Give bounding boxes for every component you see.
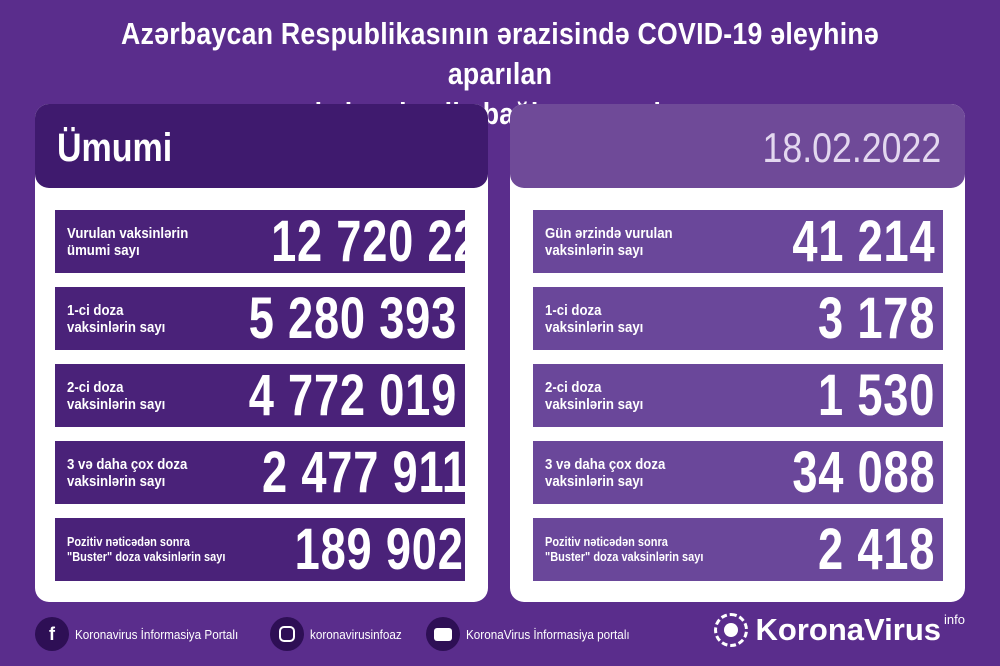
stat-label: Gün ərzində vurulan vaksinlərin sayı xyxy=(545,224,673,259)
daily-header: 18.02.2022 xyxy=(510,104,965,188)
date: 18.02.2022 xyxy=(762,124,941,171)
stat-row: Pozitiv nəticədən sonra "Buster" doza vak… xyxy=(533,517,943,582)
facebook-icon: f xyxy=(35,617,69,651)
stat-value: 34 088 xyxy=(791,440,935,505)
stat-value: 1 530 xyxy=(817,363,935,428)
footer: f Koronavirus İnformasiya Portalı koronav… xyxy=(35,612,965,656)
stat-label: Pozitiv nəticədən sonra "Buster" doza vak… xyxy=(545,534,704,564)
instagram-icon xyxy=(270,617,305,651)
stat-label: 1-ci doza vaksinlərin sayı xyxy=(545,301,644,336)
stat-label: 2-ci doza vaksinlərin sayı xyxy=(67,378,166,413)
stat-label: 2-ci doza vaksinlərin sayı xyxy=(545,378,644,413)
stat-value: 2 418 xyxy=(817,517,935,582)
stat-row: Vurulan vaksinlərin ümumi sayı 12 720 225 xyxy=(55,209,488,274)
stat-row: 1-ci doza vaksinlərin sayı 5 280 393 xyxy=(55,286,465,351)
virus-logo-icon xyxy=(713,613,748,647)
total-panel: Ümumi Vurulan vaksinlərin ümumi sayı 12 72… xyxy=(35,104,488,602)
stat-label: Pozitiv nəticədən sonra "Buster" doza vak… xyxy=(67,534,226,564)
stat-row: 3 və daha çox doza vaksinlərin sayı 2 477 … xyxy=(55,440,468,505)
youtube-link[interactable]: KoronaVirus İnformasiya portalı xyxy=(426,617,648,651)
stat-row: 1-ci doza vaksinlərin sayı 3 178 xyxy=(533,286,943,351)
stat-row: 3 və daha çox doza vaksinlərin sayı 34 088 xyxy=(533,440,943,505)
stat-value: 2 477 911 xyxy=(261,440,468,505)
stat-value: 4 772 019 xyxy=(248,363,457,428)
daily-panel: 18.02.2022 Gün ərzində vurulan vaksinləri… xyxy=(510,104,965,602)
youtube-icon xyxy=(426,617,461,651)
stat-value: 5 280 393 xyxy=(248,286,457,351)
stat-label: 3 və daha çox doza vaksinlərin sayı xyxy=(545,455,666,490)
instagram-link[interactable]: koronavirusinfoaz xyxy=(270,617,412,651)
stat-value: 3 178 xyxy=(817,286,935,351)
stat-row: Gün ərzində vurulan vaksinlərin sayı 41 21… xyxy=(533,209,943,274)
stat-label: Vurulan vaksinlərin ümumi sayı xyxy=(67,224,189,259)
total-header: Ümumi xyxy=(35,104,488,188)
brand-logo: KoronaVirus info xyxy=(713,612,965,648)
stat-label: 1-ci doza vaksinlərin sayı xyxy=(67,301,166,336)
stat-value: 41 214 xyxy=(791,209,935,274)
facebook-link[interactable]: f Koronavirus İnformasiya Portalı xyxy=(35,617,256,651)
stat-value: 12 720 225 xyxy=(270,209,488,274)
stat-label: 3 və daha çox doza vaksinlərin sayı xyxy=(67,455,188,490)
stat-row: Pozitiv nəticədən sonra "Buster" doza vak… xyxy=(55,517,465,582)
stat-row: 2-ci doza vaksinlərin sayı 1 530 xyxy=(533,363,943,428)
stat-row: 2-ci doza vaksinlərin sayı 4 772 019 xyxy=(55,363,465,428)
stat-value: 189 902 xyxy=(294,517,464,582)
